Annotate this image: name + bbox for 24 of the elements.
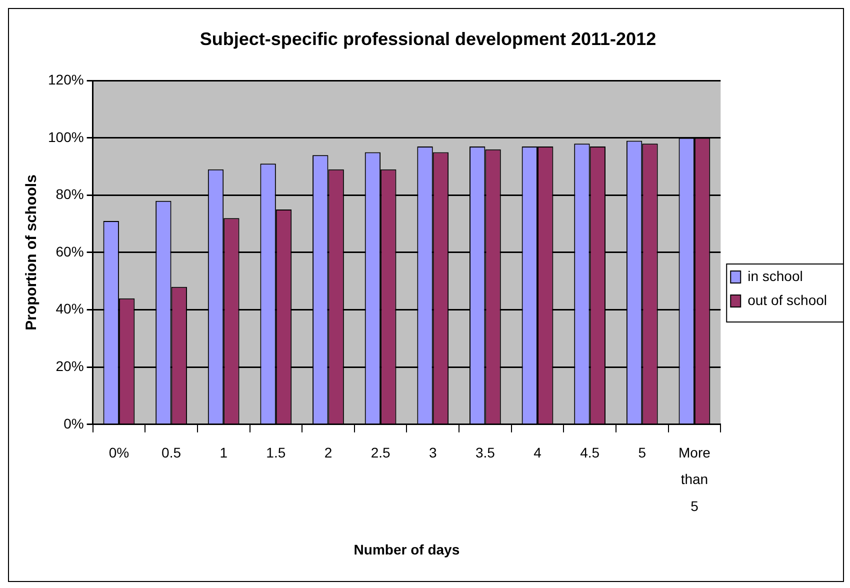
y-axis-title: Proportion of schools	[23, 174, 40, 330]
x-tick-label: 1.5	[266, 444, 286, 461]
x-axis-title: Number of days	[354, 541, 460, 558]
x-tick-label: 0.5	[162, 444, 182, 461]
x-tick-label: 2	[324, 444, 332, 461]
y-tick-label: 100%	[48, 128, 84, 145]
y-tick-label: 20%	[56, 358, 84, 374]
x-tick-label: 4	[534, 444, 542, 461]
x-tick-label: 5	[638, 444, 646, 461]
x-tick-label: 4.5	[580, 444, 600, 461]
x-tick-label: 1	[220, 444, 228, 461]
y-tick-label: 0%	[64, 415, 84, 432]
y-tick-label: 120%	[48, 71, 84, 88]
y-tick-label: 60%	[56, 243, 84, 260]
legend-label: out of school	[748, 292, 828, 308]
x-tick-label: 2.5	[370, 444, 390, 461]
x-tick-label: 3.5	[475, 444, 496, 461]
x-tick-label: 3	[428, 444, 437, 461]
x-tick-label: 0%	[108, 444, 130, 461]
y-tick-label: 80%	[56, 186, 84, 202]
y-tick-label: 40%	[56, 300, 84, 317]
x-tick-label: More than 5	[678, 444, 711, 514]
chart-title: Subject-specific professional development 2011-2012	[200, 28, 656, 49]
legend-label: in school	[748, 268, 803, 284]
